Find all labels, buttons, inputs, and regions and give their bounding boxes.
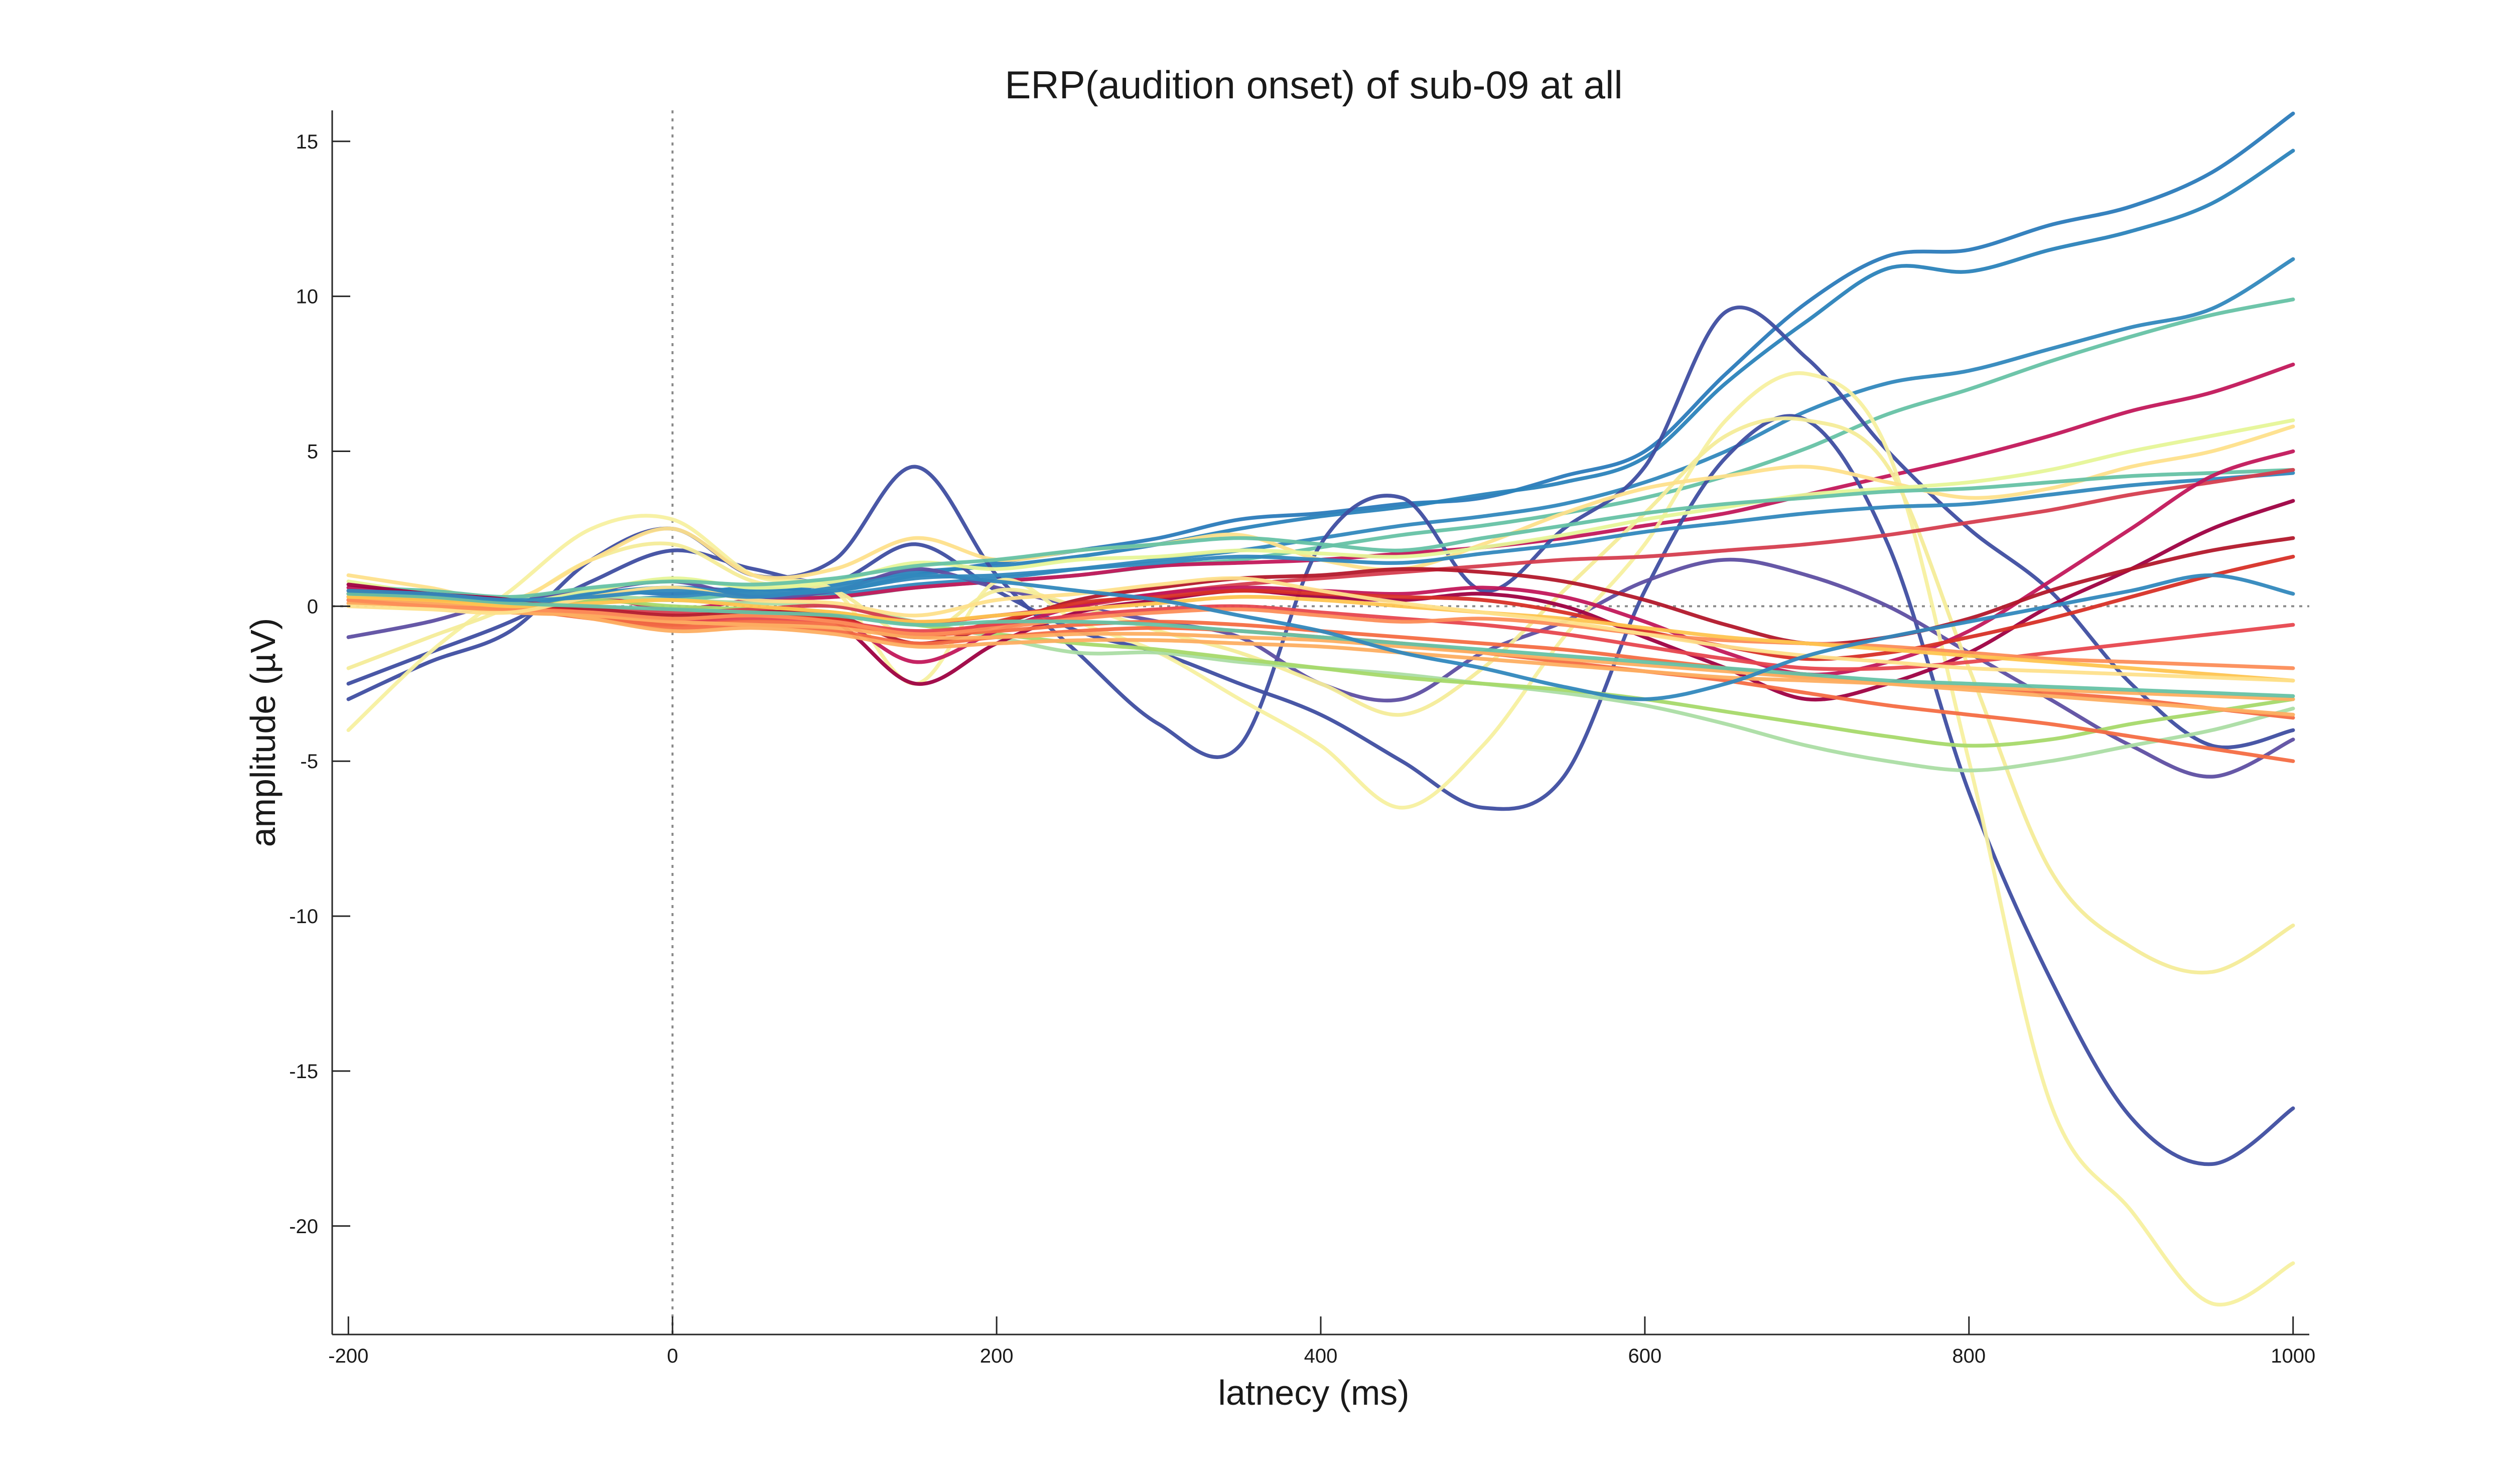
series-line-29 bbox=[346, 576, 2295, 683]
x-tick-label: 400 bbox=[1304, 1345, 1338, 1367]
series-line-30 bbox=[346, 591, 2295, 698]
y-tick-label: 10 bbox=[296, 286, 319, 308]
series-line-25 bbox=[346, 601, 2295, 717]
plot-area: -200 0 200 400 600 800 1000 -20 -15 -10 -5 0 5 10 15 bbox=[289, 110, 2315, 1367]
series-line-20 bbox=[346, 536, 2295, 646]
x-axis-label: latnecy (ms) bbox=[1218, 1373, 1409, 1412]
series-line-27 bbox=[346, 598, 2295, 670]
series-line-31 bbox=[346, 573, 2295, 701]
y-tick-label: -10 bbox=[289, 906, 318, 928]
series-line-12 bbox=[346, 418, 2295, 605]
x-tick-label: -200 bbox=[328, 1345, 368, 1367]
x-tick-label: 1000 bbox=[2271, 1345, 2315, 1367]
series-line-26 bbox=[346, 595, 2295, 701]
y-tick-label: -5 bbox=[300, 751, 318, 773]
chart-title: ERP(audition onset) of sub-09 at all bbox=[1005, 63, 1622, 107]
y-tick-label: -20 bbox=[289, 1216, 318, 1238]
series-line-17 bbox=[346, 468, 2295, 624]
x-tick-label: 600 bbox=[1628, 1345, 1662, 1367]
series-line-15 bbox=[346, 468, 2295, 599]
y-axis-label: amplitude (µV) bbox=[243, 618, 283, 847]
y-tick-label: 5 bbox=[307, 440, 318, 463]
series-line-28 bbox=[346, 595, 2295, 683]
x-tick-label: 0 bbox=[667, 1345, 678, 1367]
y-tick-label: 0 bbox=[307, 596, 318, 618]
x-tick-label: 200 bbox=[980, 1345, 1014, 1367]
x-tick-label: 800 bbox=[1952, 1345, 1986, 1367]
series-line-9 bbox=[346, 371, 2295, 1307]
y-tick-label: -15 bbox=[289, 1061, 318, 1083]
series-line-14 bbox=[346, 591, 2295, 748]
y-tick-label: 15 bbox=[296, 131, 319, 153]
